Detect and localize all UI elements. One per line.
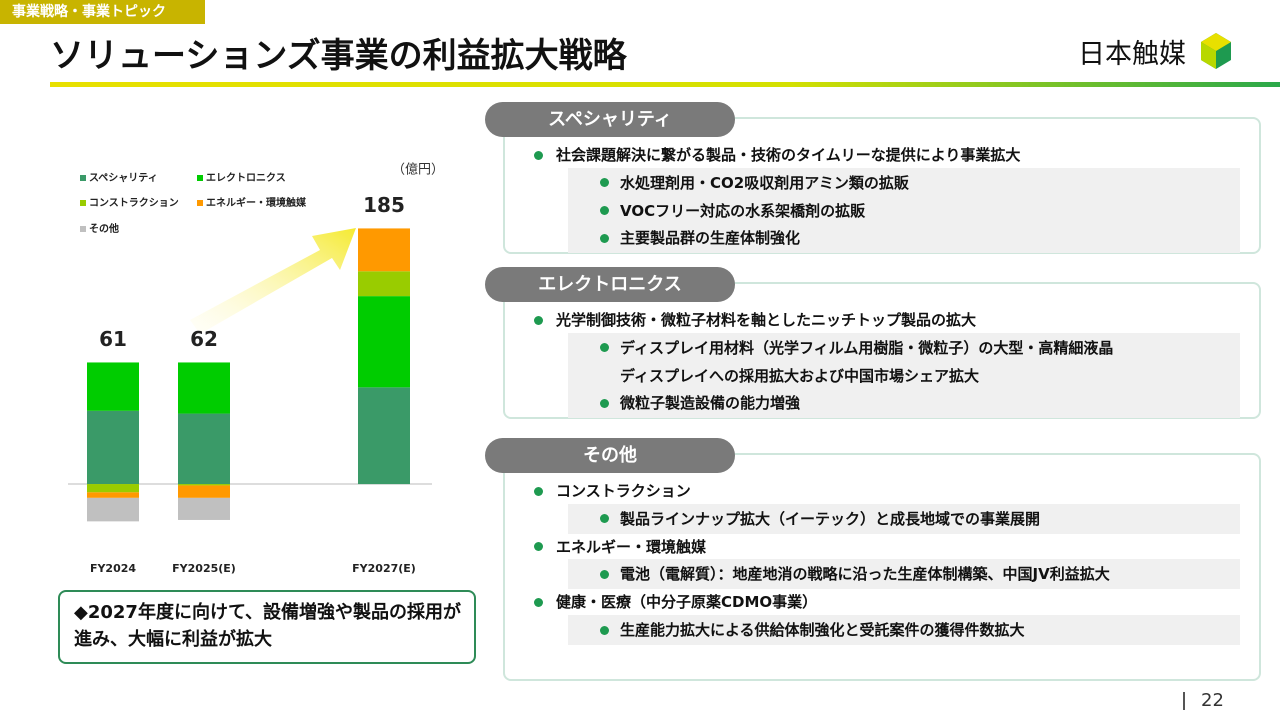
sub-text: 水処理剤用・CO2吸収剤用アミン類の拡販	[620, 173, 909, 192]
panel-title: スペシャリティ	[485, 102, 735, 137]
sub-text: ディスプレイ用材料（光学フィルム用樹脂・微粒子）の大型・高精細液晶	[620, 338, 1114, 357]
total-label: 62	[190, 327, 218, 351]
sub-bullet	[600, 178, 609, 188]
x-tick-label: FY2024	[90, 562, 136, 575]
bullet	[534, 486, 543, 496]
bar-segment	[178, 413, 230, 485]
legend-label: エネルギー・環境触媒	[206, 196, 307, 209]
x-tick-label: FY2027(E)	[352, 562, 416, 575]
sub-bullet	[600, 233, 609, 243]
logo-text: 日本触媒	[1078, 39, 1186, 70]
sub-band	[568, 559, 1240, 590]
sub-band	[568, 615, 1240, 645]
sub-text: 生産能力拡大による供給体制強化と受託案件の獲得件数拡大	[620, 621, 1025, 639]
bullet	[534, 597, 543, 607]
sub-band	[568, 332, 1240, 419]
logo: 日本触媒	[1078, 32, 1231, 71]
legend-label: コンストラクション	[89, 197, 179, 209]
bullet-text: 光学制御技術・微粒子材料を軸としたニッチトップ製品の拡大	[556, 311, 977, 329]
sub-bullet	[600, 343, 609, 353]
bar-segment	[358, 228, 410, 272]
legend-swatch	[80, 226, 86, 232]
legend-label: その他	[89, 222, 119, 235]
section-tag: 事業戦略・事業トピック	[0, 0, 205, 24]
panel-title: その他	[485, 438, 735, 473]
bar-segment	[87, 492, 139, 498]
legend-swatch	[80, 175, 86, 181]
sub-text: 主要製品群の生産体制強化	[620, 229, 801, 248]
sub-text: 製品ラインナップ拡大（イーテック）と成長地域での事業展開	[620, 509, 1041, 528]
sub-bullet	[600, 569, 609, 579]
bar-segment	[87, 497, 139, 522]
bullet	[534, 315, 543, 325]
bullet-text: エネルギー・環境触媒	[556, 537, 707, 556]
x-tick-label: FY2025(E)	[172, 562, 236, 575]
slide-title: ソリューションズ事業の利益拡大戦略	[50, 36, 627, 76]
bar-segment	[87, 484, 139, 493]
sub-text: 電池（電解質）：地産地消の戦略に沿った生産体制構築、中国JV利益拡大	[620, 565, 1110, 584]
sub-band	[568, 503, 1240, 534]
bullet-text: コンストラクション	[556, 482, 691, 500]
bullet	[534, 150, 543, 160]
bullet	[534, 542, 543, 552]
sub-text: 微粒子製造設備の能力増強	[620, 394, 801, 413]
bar-segment	[87, 362, 139, 411]
bullet-text: 健康・医療（中分子原薬CDMO事業）	[556, 593, 818, 612]
sub-bullet	[600, 398, 609, 408]
bar-segment	[178, 484, 230, 486]
logo-mark	[1200, 33, 1231, 69]
bar-segment	[358, 296, 410, 388]
legend-label: スペシャリティ	[89, 172, 158, 184]
summary-box: ◆2027年度に向けて、設備増強や製品の採用が進み、大幅に利益が拡大	[58, 590, 476, 664]
legend-label: エレクトロニクス	[206, 172, 286, 184]
bar-segment	[358, 387, 410, 485]
page-number: 22	[1183, 692, 1224, 710]
title-rule	[50, 82, 1280, 87]
legend-swatch	[197, 200, 203, 206]
sub-bullet	[600, 206, 609, 216]
legend-swatch	[80, 200, 86, 206]
bar-segment	[178, 485, 230, 498]
total-label: 61	[99, 327, 127, 351]
total-label: 185	[363, 193, 405, 217]
unit-label: （億円）	[392, 162, 444, 178]
panel-title: エレクトロニクス	[485, 267, 735, 302]
bar-segment	[178, 497, 230, 520]
bar-segment	[358, 271, 410, 297]
bullet-text: 社会課題解決に繋がる製品・技術のタイムリーな提供により事業拡大	[556, 146, 1021, 164]
sub-text: VOCフリー対応の水系架橋剤の拡販	[620, 201, 866, 220]
bar-segment	[87, 410, 139, 485]
sub-band	[568, 167, 1240, 254]
sub-bullet	[600, 625, 609, 635]
sub-bullet	[600, 514, 609, 524]
sub-text: ディスプレイへの採用拡大および中国市場シェア拡大	[620, 366, 979, 385]
bar-segment	[178, 362, 230, 414]
legend-swatch	[197, 175, 203, 181]
growth-arrow	[190, 228, 356, 334]
